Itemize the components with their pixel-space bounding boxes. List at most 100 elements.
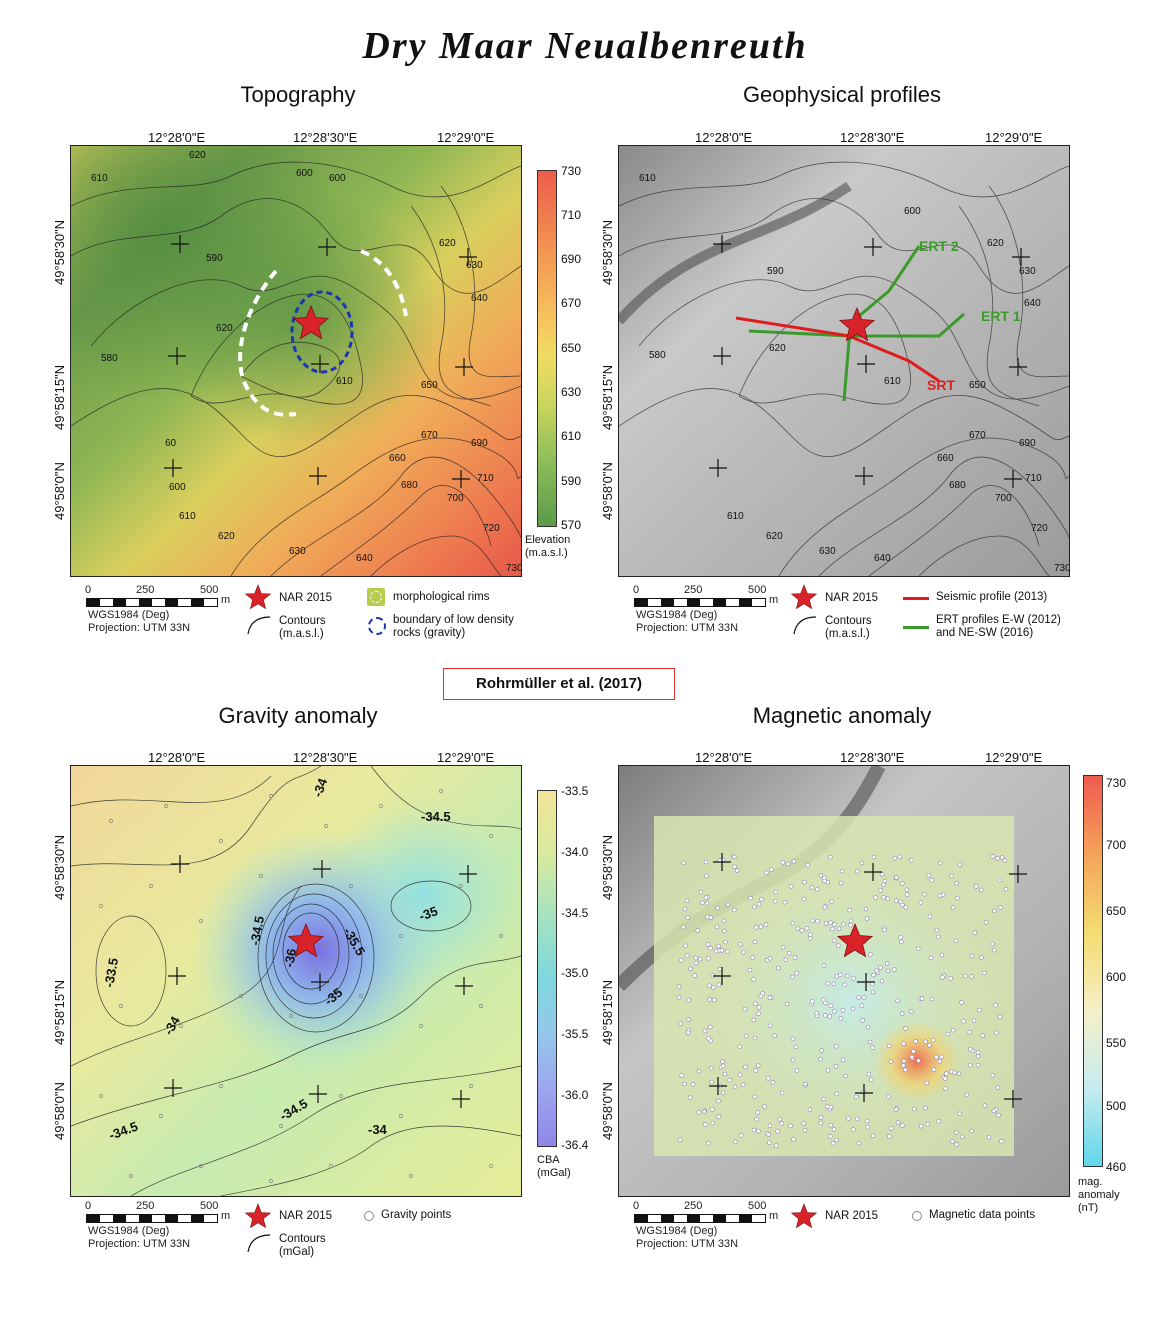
star-icon xyxy=(790,584,818,610)
magnetic-data-point xyxy=(758,924,764,929)
magnetic-data-point xyxy=(898,935,903,940)
magnetic-data-point xyxy=(874,968,879,973)
svg-text:630: 630 xyxy=(819,546,836,557)
magnetic-data-point xyxy=(899,939,904,945)
star-icon xyxy=(244,1203,272,1229)
magnetic-data-point xyxy=(866,1071,872,1077)
magnetic-data-point xyxy=(939,1054,944,1060)
magnetic-data-point xyxy=(818,873,824,878)
magnetic-data-point xyxy=(712,997,717,1003)
magnetic-data-point xyxy=(848,922,853,928)
svg-text:610: 610 xyxy=(727,511,744,522)
svg-text:590: 590 xyxy=(767,266,784,277)
magnetic-data-point xyxy=(703,859,709,865)
scale-tick: 500 xyxy=(748,1200,767,1212)
svg-text:-34.5: -34.5 xyxy=(247,915,267,947)
magnetic-data-point xyxy=(909,1054,915,1060)
magnetic-data-point xyxy=(723,939,728,945)
magnetic-data-point xyxy=(901,1041,906,1046)
magnetic-data-point xyxy=(679,958,684,963)
magnetic-data-point xyxy=(991,947,997,953)
magnetic-data-point xyxy=(847,907,852,913)
magnetic-data-point xyxy=(805,863,810,868)
magnetic-data-point xyxy=(773,898,778,904)
contour-lines xyxy=(71,161,521,576)
magnetic-data-point xyxy=(851,1127,856,1132)
magnetic-data-point xyxy=(834,1044,839,1049)
svg-text:620: 620 xyxy=(766,531,783,542)
magnetic-data-point xyxy=(706,1036,711,1041)
magnetic-data-point xyxy=(980,1033,985,1038)
magnetic-data-point xyxy=(950,1139,955,1144)
magnetic-data-point xyxy=(832,1009,837,1014)
magnetic-data-point xyxy=(856,1140,862,1146)
magnetic-data-point xyxy=(737,1072,743,1078)
magnetic-data-point xyxy=(934,1054,939,1060)
magnetic-data-point xyxy=(936,934,941,940)
contour-labels: 610 600 590 620 630 640 580 620 610 650 … xyxy=(639,173,1069,574)
ert1-line xyxy=(748,312,965,338)
magnetic-data-point xyxy=(687,1095,693,1100)
colorbar-tick: -34.0 xyxy=(561,845,589,859)
colorbar-tick: 710 xyxy=(561,208,582,222)
magnetic-data-point xyxy=(868,952,873,957)
lat-label: 49°58'30"N xyxy=(600,219,615,285)
magnetic-data-point xyxy=(865,1124,871,1130)
gravity-points xyxy=(99,789,503,1183)
magnetic-data-point xyxy=(960,1134,965,1140)
magnetic-data-point xyxy=(725,949,730,954)
magnetic-data-point xyxy=(807,936,813,941)
magnetic-data-point xyxy=(725,902,731,907)
magnetic-data-point xyxy=(706,1141,711,1146)
magnetic-data-point xyxy=(897,854,903,860)
magnetic-data-point xyxy=(834,1091,839,1097)
magnetic-data-point xyxy=(894,875,899,880)
magnetic-data-point xyxy=(884,961,890,966)
magnetic-data-point xyxy=(995,856,1000,861)
magnetic-data-point xyxy=(893,1107,899,1112)
svg-text:-35: -35 xyxy=(417,903,440,924)
magnetic-data-point xyxy=(767,995,773,1000)
magnetic-data-point xyxy=(785,861,791,867)
magnetic-data-point xyxy=(843,1073,848,1079)
svg-text:-36: -36 xyxy=(281,947,299,968)
magnetic-data-point xyxy=(697,956,703,962)
colorbar-tick: 500 xyxy=(1106,1099,1127,1113)
magnetic-data-point xyxy=(700,900,705,906)
magnetic-data-point xyxy=(981,970,987,976)
magnetic-data-point xyxy=(695,928,700,933)
magnetic-data-point xyxy=(734,868,740,873)
gravity-title: Gravity anomaly xyxy=(218,703,378,728)
magnetic-data-point xyxy=(808,932,813,937)
magnetic-data-point xyxy=(821,963,827,968)
magnetic-data-point xyxy=(926,873,932,878)
magnetic-data-point xyxy=(881,895,886,900)
legend-seismic-label: Seismic profile (2013) xyxy=(936,591,1048,603)
contour-labels: 620 610 600 600 590 620 620 630 640 580 … xyxy=(91,150,521,574)
svg-text:620: 620 xyxy=(439,238,456,249)
colorbar-tick: 650 xyxy=(561,341,582,355)
magnetic-data-point xyxy=(949,873,954,879)
magnetic-data-point xyxy=(743,1033,749,1039)
magnetic-data-point xyxy=(993,1002,998,1008)
scale-bar xyxy=(86,598,218,607)
figure-title: Dry Maar Neualbenreuth xyxy=(362,25,808,67)
magnetic-data-point xyxy=(968,1046,973,1052)
nar-2015-star xyxy=(292,304,330,340)
magnetic-data-point xyxy=(707,997,712,1002)
magnetic-data-point xyxy=(969,953,975,959)
lat-label: 49°58'30"N xyxy=(52,834,67,900)
magnetic-data-point xyxy=(732,1084,738,1090)
colorbar-tick: -34.5 xyxy=(561,906,589,920)
srt-line xyxy=(735,316,940,383)
magnetic-data-point xyxy=(995,1085,1001,1090)
svg-text:730: 730 xyxy=(506,563,521,574)
magnetic-data-point xyxy=(809,885,815,890)
magnetic-data-point xyxy=(903,1067,908,1073)
scale-unit: m xyxy=(221,1210,231,1222)
svg-text:630: 630 xyxy=(466,260,483,271)
magnetic-data-point xyxy=(916,1058,921,1063)
nar-2015-star xyxy=(287,922,325,958)
magnetic-data-point xyxy=(948,976,953,981)
magnetic-data-point xyxy=(722,928,727,934)
